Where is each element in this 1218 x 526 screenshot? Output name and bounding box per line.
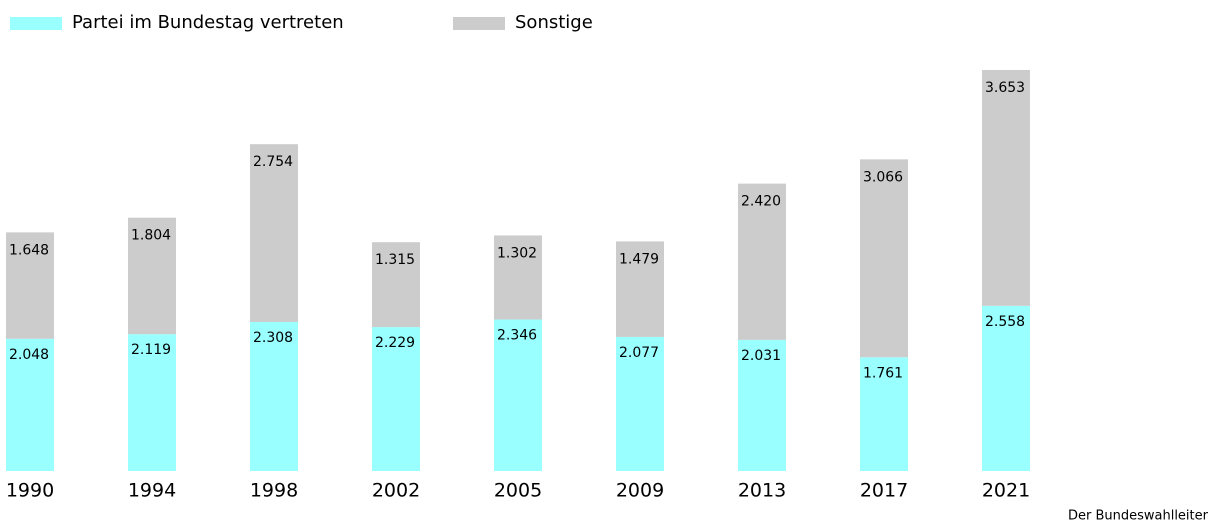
bar-segment — [982, 70, 1030, 306]
value-label: 2.308 — [253, 330, 293, 346]
x-tick-label: 2009 — [616, 480, 664, 502]
x-tick-label: 1994 — [128, 480, 176, 502]
source: Der Bundeswahlleiter — [1068, 509, 1209, 524]
value-label: 2.346 — [497, 328, 537, 344]
bar-segment — [982, 305, 1030, 471]
bar-segment — [6, 232, 54, 339]
value-label: 1.479 — [619, 251, 659, 267]
value-label: 3.066 — [863, 169, 903, 185]
value-label: 1.761 — [863, 365, 903, 381]
value-label: 1.315 — [375, 252, 415, 268]
value-label: 2.420 — [741, 194, 781, 210]
value-label: 2.229 — [375, 335, 415, 351]
bar-segment — [738, 339, 786, 471]
bar-segment — [860, 159, 908, 358]
x-tick-label: 2002 — [372, 480, 420, 502]
x-tick-label: 2021 — [982, 480, 1030, 502]
bar-segment — [6, 338, 54, 471]
x-tick-label: 2017 — [860, 480, 908, 502]
bar-segment — [128, 334, 176, 471]
x-tick-label: 2005 — [494, 480, 542, 502]
value-label: 2.077 — [619, 345, 659, 361]
value-label: 2.754 — [253, 154, 293, 170]
bar-segment — [250, 321, 298, 471]
value-label: 1.302 — [497, 245, 537, 261]
value-label: 2.558 — [985, 314, 1025, 330]
bar-segment — [616, 336, 664, 471]
x-tick-label: 1998 — [250, 480, 298, 502]
bar-segment — [616, 241, 664, 337]
bar-segment — [372, 327, 420, 471]
legend-swatch — [10, 17, 62, 30]
value-label: 1.648 — [9, 242, 49, 258]
legend-label: Partei im Bundestag vertreten — [72, 12, 344, 33]
bar-segment — [860, 357, 908, 471]
x-tick-label: 2013 — [738, 480, 786, 502]
value-label: 2.031 — [741, 348, 781, 364]
legend-label: Sonstige — [515, 12, 593, 33]
value-label: 2.048 — [9, 347, 49, 363]
bar-segment — [494, 319, 542, 471]
value-label: 3.653 — [985, 80, 1025, 96]
bar-segment — [494, 235, 542, 320]
legend-swatch — [453, 17, 505, 30]
x-tick-label: 1990 — [6, 480, 54, 502]
bar-segment — [738, 183, 786, 340]
bar-segment — [250, 144, 298, 322]
value-label: 2.119 — [131, 342, 171, 358]
value-label: 1.804 — [131, 228, 171, 244]
bar-segment — [372, 242, 420, 328]
bar-segment — [128, 217, 176, 335]
